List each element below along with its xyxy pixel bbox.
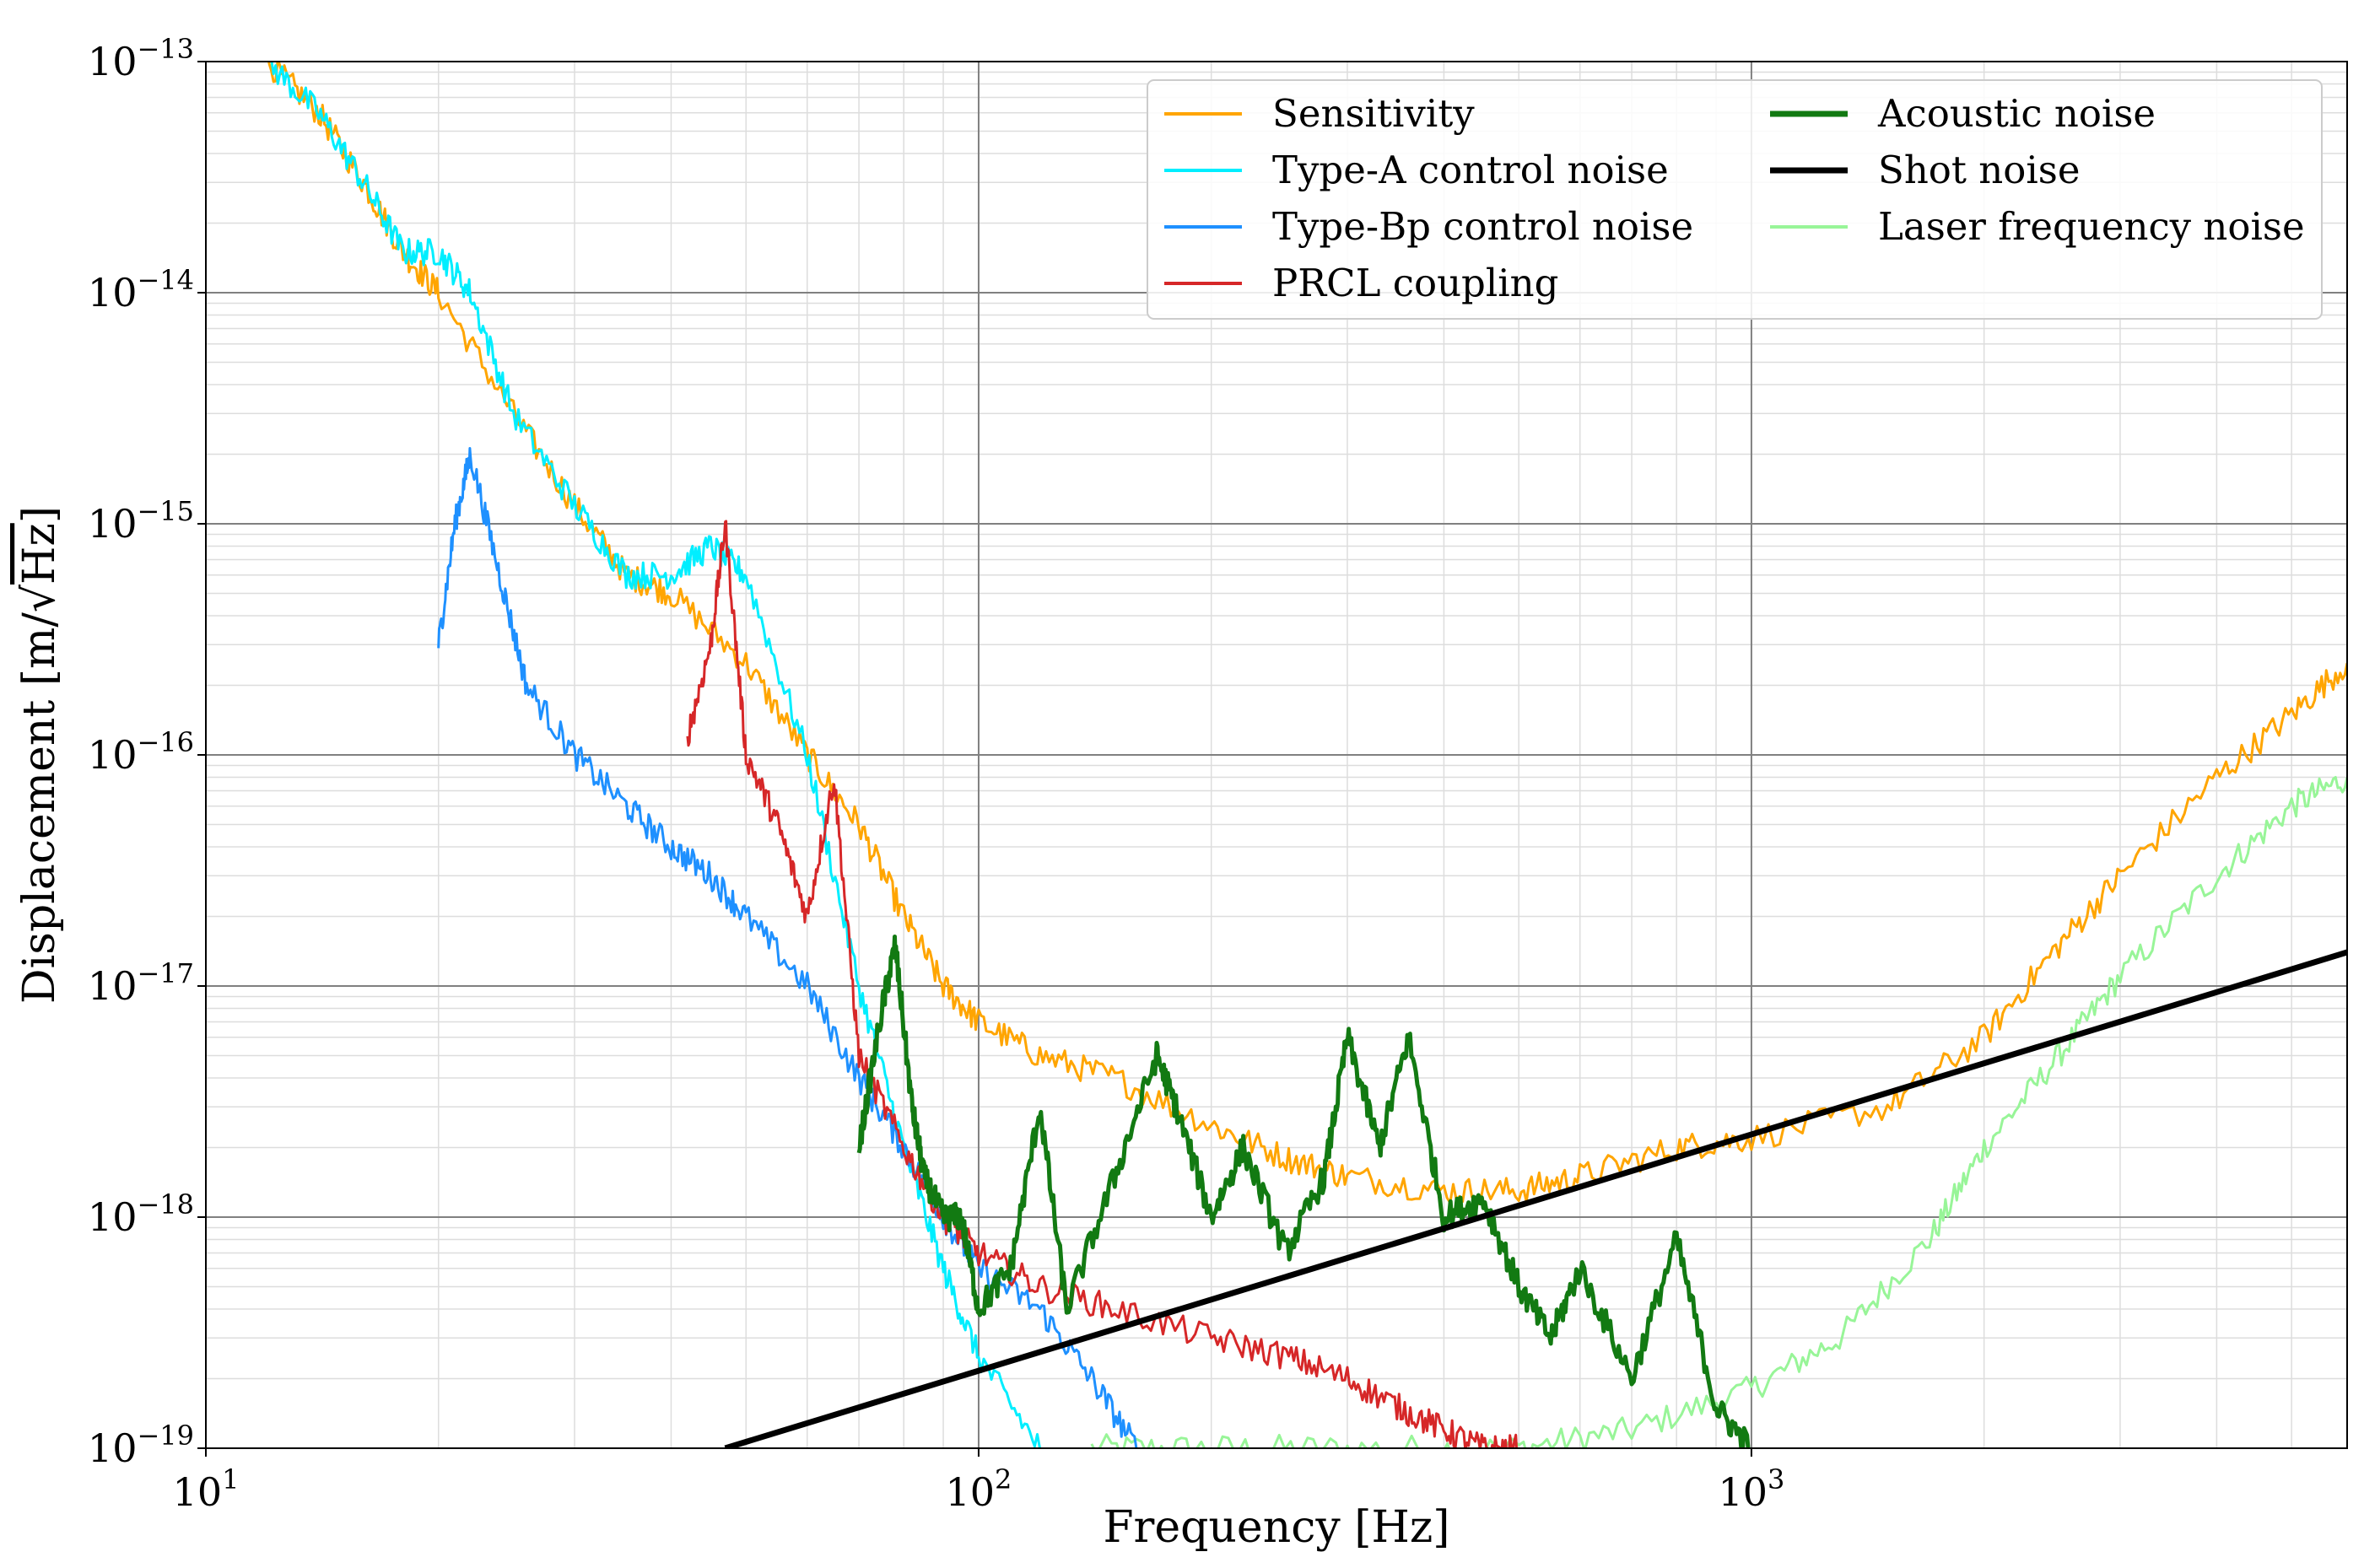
y-tick-base: 10: [88, 1194, 138, 1240]
y-tick-exponent: −16: [137, 726, 194, 758]
y-tick-exponent: −17: [137, 957, 194, 989]
y-tick-base: 10: [88, 501, 138, 547]
x-tick-exponent: 1: [222, 1463, 239, 1495]
series-type-bp-control-noise: [437, 447, 1138, 1448]
y-tick-exponent: −19: [137, 1420, 194, 1452]
y-tick-label: 10−18: [88, 1188, 194, 1240]
y-axis-label-radicand: Hz: [14, 523, 65, 585]
x-axis-ticks: 101 102 103: [173, 1448, 1784, 1515]
x-tick-base: 10: [946, 1469, 996, 1515]
series-layer: [267, 62, 2347, 1448]
y-tick-label: 10−13: [88, 33, 194, 84]
y-tick-label: 10−16: [88, 726, 194, 778]
y-tick-exponent: −14: [137, 264, 194, 296]
series-type-a-control-noise: [270, 62, 1041, 1448]
legend-label: Acoustic noise: [1877, 91, 2156, 136]
series-prcl-coupling: [686, 520, 1519, 1448]
y-tick-exponent: −15: [137, 495, 194, 527]
legend-label: Laser frequency noise: [1878, 204, 2305, 249]
x-tick-base: 10: [173, 1469, 223, 1515]
y-tick-base: 10: [88, 39, 138, 84]
y-tick-base: 10: [88, 963, 138, 1009]
y-tick-label: 10−14: [88, 264, 194, 315]
y-tick-label: 10−17: [88, 957, 194, 1009]
y-tick-label: 10−19: [88, 1420, 194, 1471]
y-axis-label: Displacement [m/√Hz]: [14, 506, 65, 1004]
y-tick-exponent: −13: [137, 33, 194, 65]
y-tick-label: 10−15: [88, 495, 194, 547]
x-axis-label: Frequency [Hz]: [1103, 1502, 1449, 1553]
x-tick-exponent: 3: [1768, 1463, 1784, 1495]
series-sensitivity: [267, 62, 2347, 1205]
x-tick-label: 101: [173, 1463, 240, 1515]
series-acoustic-noise: [856, 935, 1751, 1448]
y-tick-base: 10: [88, 732, 138, 778]
y-tick-base: 10: [88, 1425, 138, 1471]
series-shot-noise: [724, 949, 2347, 1448]
x-tick-label: 102: [946, 1463, 1012, 1515]
legend-box: [1147, 79, 2323, 320]
x-tick-base: 10: [1718, 1469, 1768, 1515]
legend-label: Sensitivity: [1272, 91, 1475, 136]
y-axis-label-prefix: Displacement [m/: [14, 612, 65, 1004]
legend-label: Type-A control noise: [1272, 148, 1669, 192]
y-axis-label-radical: √: [14, 584, 65, 612]
y-tick-base: 10: [88, 270, 138, 315]
x-tick-label: 103: [1718, 1463, 1784, 1515]
legend-label: Type-Bp control noise: [1272, 204, 1693, 249]
legend-label: PRCL coupling: [1272, 261, 1558, 305]
x-tick-exponent: 2: [995, 1463, 1012, 1495]
legend-label: Shot noise: [1878, 148, 2080, 192]
series-laser-frequency-noise: [1090, 776, 2347, 1448]
legend: Sensitivity Type-A control noise Type-Bp c…: [1147, 79, 2323, 320]
y-axis-label-suffix: ]: [14, 506, 65, 523]
y-tick-exponent: −18: [137, 1188, 194, 1220]
